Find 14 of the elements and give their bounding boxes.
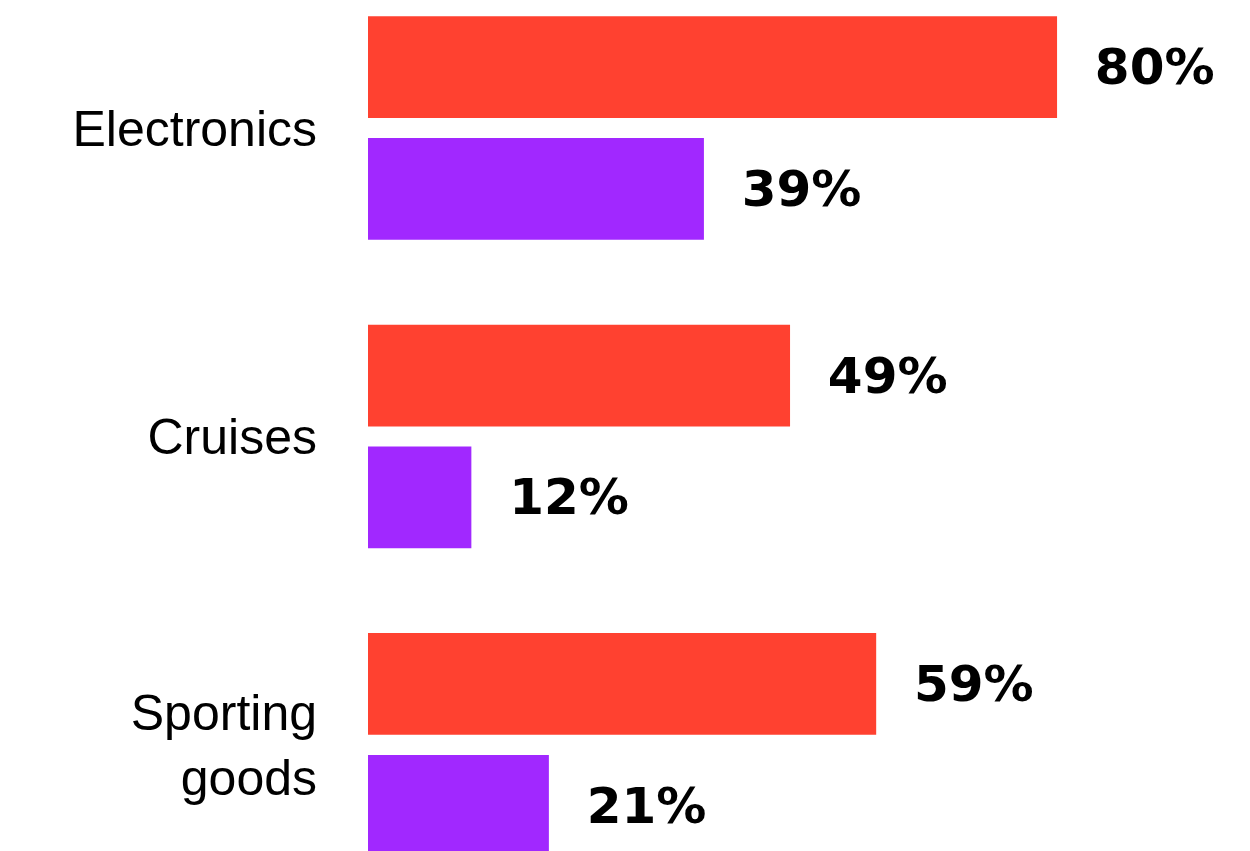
data-label: 12% — [474, 468, 629, 527]
bar — [368, 16, 1058, 118]
data-label: 59% — [879, 654, 1034, 713]
bar — [368, 138, 704, 240]
y-tick-label: Electronics — [72, 100, 317, 157]
data-label: 39% — [706, 159, 862, 218]
bar — [368, 446, 472, 549]
bar — [368, 324, 791, 427]
data-label: 80% — [1060, 38, 1215, 97]
bar — [368, 633, 877, 735]
y-tick-label: Sporting goods — [130, 684, 317, 806]
data-label: 49% — [793, 346, 948, 405]
y-tick-label: Cruises — [147, 408, 317, 465]
data-label: 21% — [551, 776, 707, 835]
